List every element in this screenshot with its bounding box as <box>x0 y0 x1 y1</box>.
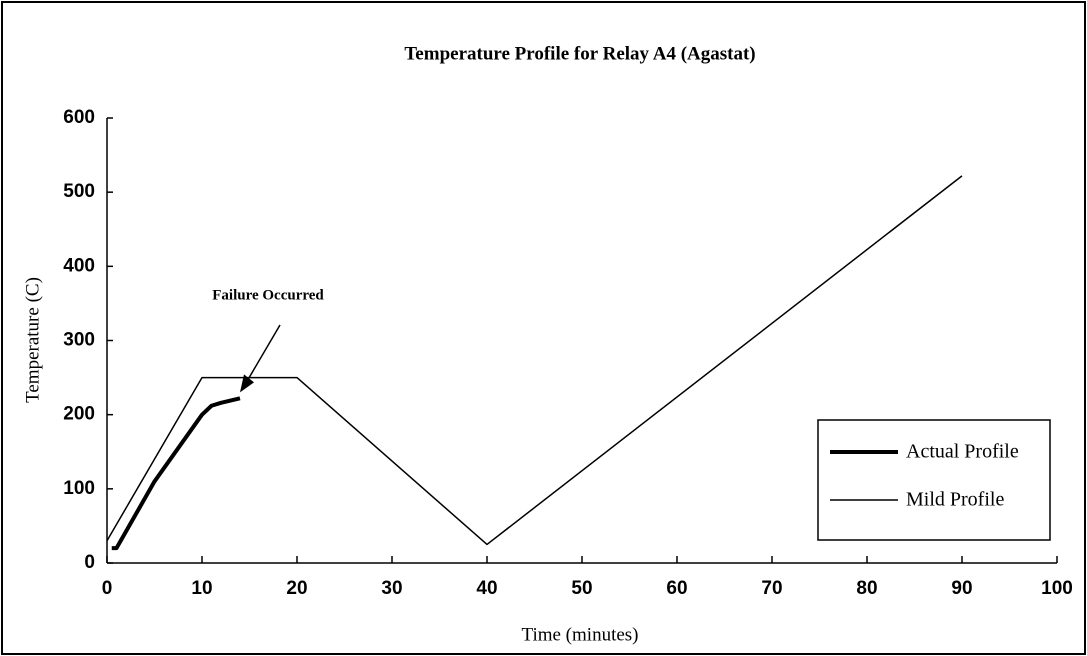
x-tick-label: 50 <box>571 578 592 599</box>
y-tick-label: 200 <box>63 404 95 425</box>
y-tick-label: 600 <box>63 107 95 128</box>
y-tick-label: 300 <box>63 330 95 351</box>
y-tick-label: 0 <box>84 552 95 573</box>
y-tick-label: 100 <box>63 478 95 499</box>
legend-box <box>817 419 1051 541</box>
x-tick-label: 100 <box>1041 578 1073 599</box>
legend-label: Actual Profile <box>906 441 1019 463</box>
x-tick-label: 60 <box>666 578 687 599</box>
x-tick-label: 20 <box>286 578 307 599</box>
line-series <box>111 396 241 551</box>
y-tick-label: 400 <box>63 255 95 276</box>
annotation-arrow <box>243 324 281 387</box>
x-tick-label: 70 <box>761 578 782 599</box>
x-tick-label: 10 <box>191 578 212 599</box>
x-axis-label: Time (minutes) <box>522 624 639 645</box>
y-axis-label: Temperature (C) <box>22 277 43 403</box>
x-tick-label: 80 <box>856 578 877 599</box>
chart-title: Temperature Profile for Relay A4 (Agasta… <box>404 43 755 64</box>
y-tick-label: 500 <box>63 181 95 202</box>
arrow-head <box>240 374 254 393</box>
line-series <box>106 175 963 546</box>
legend-label: Mild Profile <box>906 489 1004 511</box>
x-tick-label: 40 <box>476 578 497 599</box>
annotation-text: Failure Occurred <box>212 287 324 303</box>
x-tick-label: 30 <box>381 578 402 599</box>
x-tick-label: 0 <box>102 578 113 599</box>
x-tick-label: 90 <box>951 578 972 599</box>
